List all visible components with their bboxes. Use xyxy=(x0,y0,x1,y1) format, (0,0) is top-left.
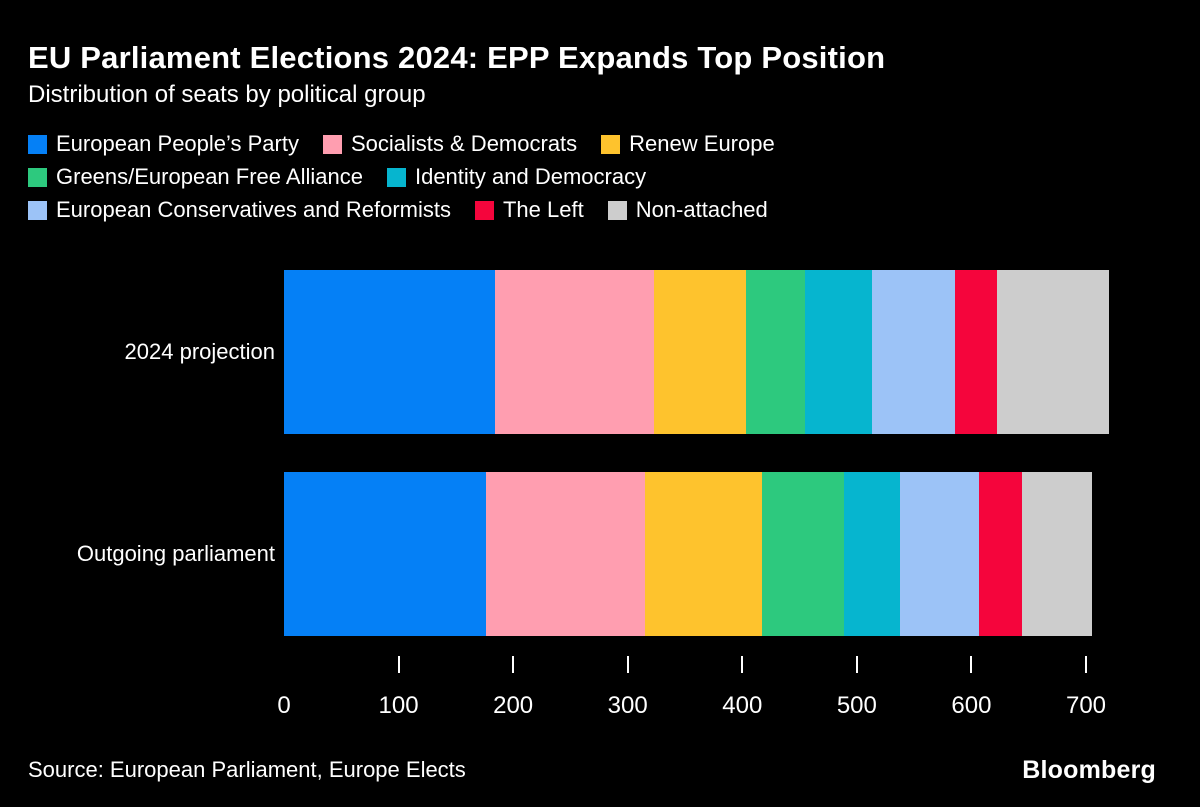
legend-item: Identity and Democracy xyxy=(386,164,647,189)
bar-segment-identity-and-democracy xyxy=(805,270,872,434)
x-axis-tick-label: 0 xyxy=(277,692,291,719)
bar-segment-european-conservatives-and-reformists xyxy=(900,472,980,636)
legend-label: Greens/European Free Alliance xyxy=(56,164,363,189)
x-axis-tick-label: 500 xyxy=(836,692,877,719)
legend-label: Socialists & Democrats xyxy=(350,131,578,156)
bar-segment-identity-and-democracy xyxy=(844,472,901,636)
stacked-bar-outgoing-parliament xyxy=(284,472,1092,636)
legend: European People’s Party Socialists & Demo… xyxy=(28,133,973,221)
x-axis-tick-label: 400 xyxy=(722,692,763,719)
legend-item: European People’s Party xyxy=(28,133,299,155)
bar-segment-renew-europe xyxy=(654,270,746,434)
x-axis-tick-mark xyxy=(1085,656,1087,673)
legend-swatch-icon xyxy=(386,167,406,187)
legend-swatch-icon xyxy=(607,200,627,220)
legend-item: European Conservatives and Reformists xyxy=(28,199,451,221)
bar-segment-the-left xyxy=(979,472,1022,636)
bar-segment-greens-european-free-alliance xyxy=(745,270,806,434)
x-axis-tick-label: 300 xyxy=(607,692,648,719)
bar-segment-european-conservatives-and-reformists xyxy=(871,270,956,434)
x-axis-tick-label: 100 xyxy=(378,692,419,719)
bar-segment-non-attached xyxy=(1021,472,1092,636)
x-axis-tick-mark xyxy=(741,656,744,673)
legend-swatch-icon xyxy=(28,134,47,154)
x-axis-tick-mark xyxy=(397,656,400,673)
x-axis-tick-mark xyxy=(855,656,858,673)
x-axis-tick-label: 600 xyxy=(951,692,992,719)
chart-subtitle: Distribution of seats by political group xyxy=(28,81,426,108)
legend-swatch-icon xyxy=(322,134,342,154)
legend-item: Greens/European Free Alliance xyxy=(28,166,363,188)
legend-label: The Left xyxy=(502,197,584,222)
legend-item: Renew Europe xyxy=(601,133,775,155)
x-axis-tick-mark xyxy=(512,656,515,673)
legend-label: Renew Europe xyxy=(629,131,775,156)
chart-title: EU Parliament Elections 2024: EPP Expand… xyxy=(28,40,886,75)
bar-segment-greens-european-free-alliance xyxy=(761,472,845,636)
legend-label: European People’s Party xyxy=(56,131,299,156)
x-axis-tick-label: 200 xyxy=(493,692,534,719)
legend-item: The Left xyxy=(474,197,584,222)
legend-swatch-icon xyxy=(28,167,47,187)
bar-segment-socialists-democrats xyxy=(485,472,645,636)
x-axis-tick-label: 700 xyxy=(1065,692,1107,719)
legend-label: Identity and Democracy xyxy=(414,164,647,189)
category-label: 2024 projection xyxy=(124,339,275,364)
bar-segment-non-attached xyxy=(996,270,1109,434)
bar-segment-european-people-s-party xyxy=(284,270,495,434)
source-note: Source: European Parliament, Europe Elec… xyxy=(28,757,466,782)
bloomberg-logo: Bloomberg xyxy=(1022,756,1156,784)
x-axis-tick-mark xyxy=(626,656,629,673)
legend-swatch-icon xyxy=(601,134,621,154)
category-label: Outgoing parliament xyxy=(76,541,275,566)
stacked-bar-2024-projection xyxy=(284,270,1109,434)
legend-swatch-icon xyxy=(474,200,494,220)
bar-segment-socialists-democrats xyxy=(494,270,655,434)
legend-label: European Conservatives and Reformists xyxy=(56,197,451,222)
bar-segment-the-left xyxy=(955,270,997,434)
legend-swatch-icon xyxy=(28,200,47,220)
legend-item: Socialists & Democrats xyxy=(322,131,578,156)
bar-segment-european-people-s-party xyxy=(284,472,486,636)
bar-segment-renew-europe xyxy=(644,472,762,636)
x-axis-tick-mark xyxy=(970,656,973,673)
legend-item: Non-attached xyxy=(607,197,768,222)
legend-label: Non-attached xyxy=(635,197,768,222)
